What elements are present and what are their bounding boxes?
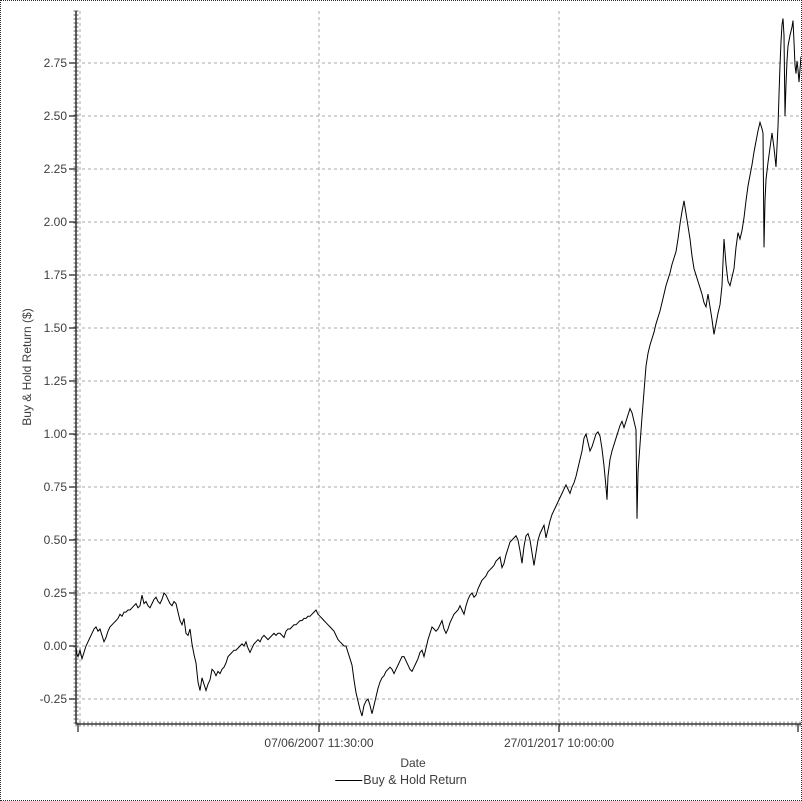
gridlines	[76, 11, 801, 724]
legend-line-swatch	[335, 779, 363, 781]
x-axis-title: Date	[400, 756, 426, 770]
y-tick-label: 0.50	[43, 533, 67, 547]
axes	[69, 10, 801, 732]
y-tick-label: 2.25	[43, 162, 67, 176]
series-line	[75, 18, 801, 717]
y-tick-label: 2.75	[43, 56, 67, 70]
y-axis-title: Buy & Hold Return ($)	[20, 308, 34, 426]
y-tick-label: -0.25	[39, 692, 67, 706]
x-axis-hatch	[75, 721, 801, 727]
y-tick-label: 0.75	[43, 480, 67, 494]
y-tick-label: 1.00	[43, 427, 67, 441]
y-tick-label: 1.25	[43, 374, 67, 388]
series-path	[75, 18, 801, 717]
y-tick-label: 1.50	[43, 321, 67, 335]
legend: Buy & Hold Return	[335, 773, 467, 787]
y-tick-label: 2.50	[43, 109, 67, 123]
x-tick-label: 27/01/2017 10:00:00	[503, 736, 615, 750]
y-tick-label: 1.75	[43, 268, 67, 282]
y-tick-label: 0.00	[43, 639, 67, 653]
x-tick-label: 07/06/2007 11:30:00	[264, 736, 374, 750]
legend-label: Buy & Hold Return	[363, 773, 467, 787]
y-tick-label: 2.00	[43, 215, 67, 229]
y-tick-label: 0.25	[43, 586, 67, 600]
